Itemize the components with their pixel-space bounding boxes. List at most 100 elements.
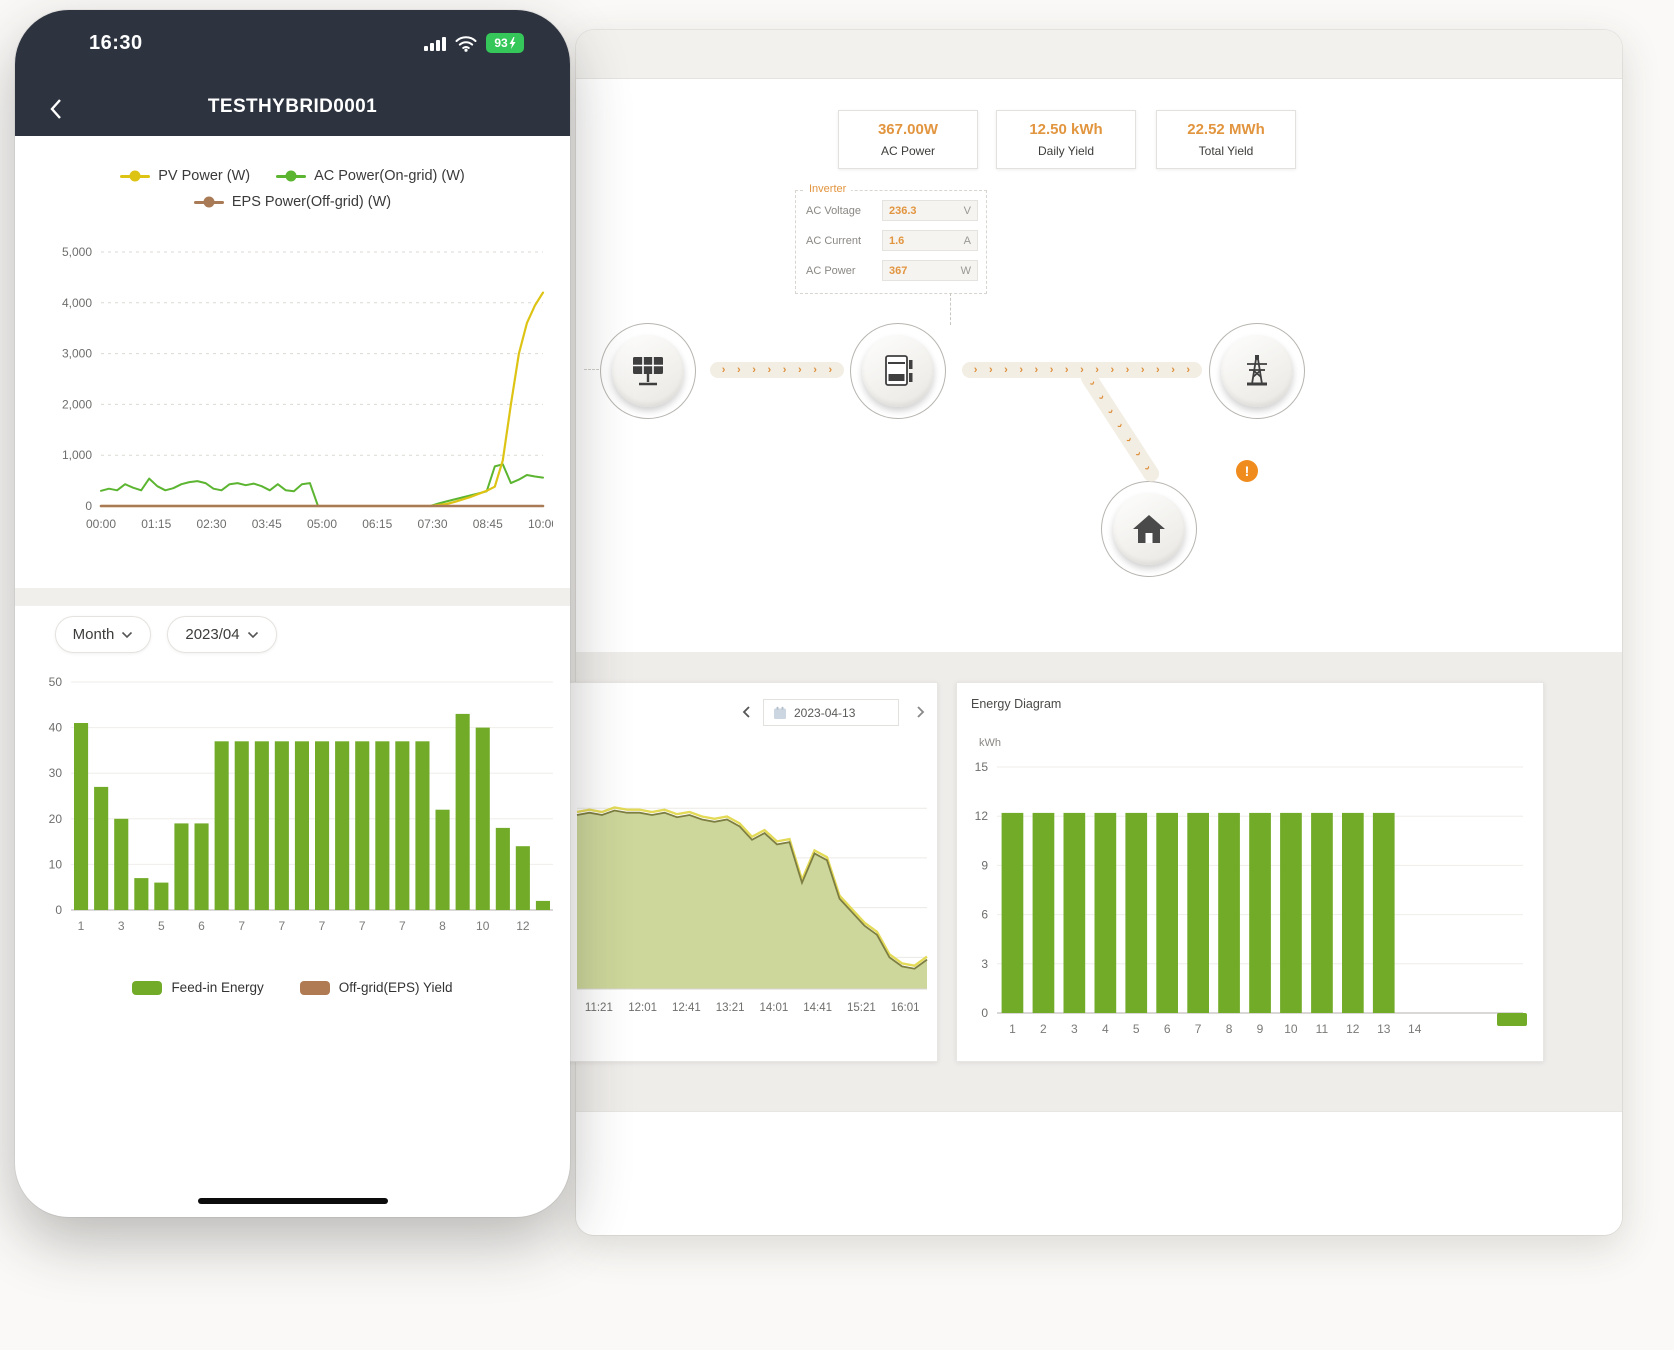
battery-percent: 93 bbox=[494, 36, 508, 50]
ac-power-row-label: AC Power bbox=[806, 264, 856, 277]
bar bbox=[154, 882, 169, 910]
y-tick-label: 15 bbox=[975, 760, 989, 774]
area-stroke bbox=[576, 809, 928, 970]
x-tick-label: 7 bbox=[319, 919, 326, 933]
stat-card-daily-yield: 12.50 kWh Daily Yield bbox=[996, 110, 1136, 169]
warning-badge[interactable]: ! bbox=[1236, 460, 1258, 482]
next-day-button[interactable] bbox=[915, 705, 926, 724]
flow-chevron-icon: › bbox=[1064, 363, 1069, 376]
area-highlight bbox=[576, 806, 928, 967]
phone-frame: 16:30 93 bbox=[15, 10, 570, 1217]
bar bbox=[114, 818, 129, 910]
flow-chevron-icon: › bbox=[813, 363, 817, 376]
back-chevron-icon bbox=[50, 99, 61, 119]
bar bbox=[475, 727, 490, 910]
bar bbox=[214, 741, 229, 910]
ac-voltage-value: 236.3 bbox=[889, 204, 917, 217]
inverter-detail-panel: Inverter AC Voltage 236.3 V AC Current 1… bbox=[795, 183, 987, 294]
month-dropdown[interactable]: 2023/04 bbox=[167, 616, 277, 653]
window-footer bbox=[576, 1111, 1622, 1235]
ac-power-row-value: 367 bbox=[889, 264, 908, 277]
window-header-bar bbox=[576, 30, 1622, 79]
y-tick-label: 6 bbox=[981, 908, 988, 922]
bar bbox=[94, 786, 109, 910]
y-tick-label: 40 bbox=[49, 721, 63, 735]
bar bbox=[194, 823, 209, 910]
back-button[interactable] bbox=[49, 98, 62, 125]
flow-chevron-icon: › bbox=[1171, 363, 1175, 376]
bar bbox=[535, 900, 550, 910]
bar bbox=[1063, 812, 1086, 1013]
x-tick-label: 1 bbox=[78, 919, 85, 933]
y-tick-label: 30 bbox=[49, 766, 63, 780]
y-tick-label: 3 bbox=[981, 957, 988, 971]
ac-power-value: 367.00W bbox=[877, 121, 939, 138]
bar bbox=[455, 713, 470, 910]
flow-chevron-icon: › bbox=[1141, 463, 1154, 473]
battery-indicator: 93 bbox=[486, 33, 524, 53]
bar bbox=[1125, 812, 1148, 1013]
feed-in-swatch-icon bbox=[132, 980, 163, 995]
x-tick-label: 4 bbox=[1102, 1022, 1109, 1036]
prev-day-button[interactable] bbox=[741, 705, 752, 724]
bar bbox=[1372, 812, 1395, 1013]
ac-power-row-unit: W bbox=[960, 264, 971, 277]
energy-diagram-unit-label: kWh bbox=[979, 737, 1001, 749]
home-indicator[interactable] bbox=[197, 1198, 388, 1204]
stat-card-ac-power: 367.00W AC Power bbox=[838, 110, 978, 169]
x-tick-label: 7 bbox=[238, 919, 245, 933]
bar bbox=[1280, 812, 1302, 1013]
x-tick-label: 3 bbox=[118, 919, 125, 933]
y-tick-label: 0 bbox=[85, 499, 92, 513]
bar bbox=[515, 846, 530, 910]
bar bbox=[1032, 812, 1055, 1013]
flow-chevron-icon: › bbox=[1132, 448, 1145, 459]
ac-power-label: AC Power bbox=[880, 144, 936, 158]
x-tick-label: 14:01 bbox=[760, 1002, 789, 1014]
legend-item-ac-power[interactable]: AC Power(On-grid) (W) bbox=[276, 168, 465, 184]
y-tick-label: 12 bbox=[975, 809, 989, 823]
x-tick-label: 7 bbox=[359, 919, 366, 933]
energy-legend-swatch bbox=[1497, 1013, 1527, 1026]
y-tick-label: 2,000 bbox=[62, 397, 92, 411]
flow-node-grid bbox=[1209, 323, 1305, 419]
energy-diagram-card: Energy Diagram kWh 0 3 6 9 12 15 1 2 3 4 5 6 7 8 9 10 11… bbox=[956, 682, 1544, 1062]
y-tick-label: 10 bbox=[49, 857, 63, 871]
wifi-icon bbox=[455, 35, 477, 52]
chevron-down-icon bbox=[247, 631, 258, 638]
legend-item-pv-power[interactable]: PV Power (W) bbox=[120, 168, 250, 184]
legend-item-eps-power[interactable]: EPS Power(Off-grid) (W) bbox=[193, 194, 391, 210]
flow-chevron-icon: › bbox=[767, 363, 772, 376]
x-tick-label: 07:30 bbox=[417, 517, 447, 531]
date-picker-input[interactable]: 2023-04-13 bbox=[763, 699, 899, 726]
x-tick-label: 06:15 bbox=[362, 517, 392, 531]
x-tick-label: 7 bbox=[279, 919, 286, 933]
bar bbox=[415, 741, 430, 910]
y-tick-label: 1,000 bbox=[62, 448, 92, 462]
bar bbox=[335, 741, 350, 910]
stat-card-total-yield: 22.52 MWh Total Yield bbox=[1156, 110, 1296, 169]
x-tick-label: 8 bbox=[1226, 1022, 1233, 1036]
legend-item-off-grid[interactable]: Off-grid(EPS) Yield bbox=[299, 980, 453, 995]
x-tick-label: 11:21 bbox=[585, 1002, 613, 1014]
legend-row-1: PV Power (W) AC Power(On-grid) (W) bbox=[120, 168, 465, 184]
legend-item-feed-in[interactable]: Feed-in Energy bbox=[132, 980, 264, 995]
flow-chevron-icon: › bbox=[1019, 363, 1023, 376]
flow-chevron-icon: › bbox=[782, 363, 787, 376]
bar bbox=[395, 741, 410, 910]
flow-node-home bbox=[1101, 481, 1197, 577]
chevron-down-icon bbox=[122, 631, 133, 638]
bar bbox=[234, 741, 249, 910]
x-tick-label: 7 bbox=[1195, 1022, 1202, 1036]
flow-chevron-icon: › bbox=[1080, 363, 1084, 376]
bar bbox=[134, 878, 149, 910]
period-dropdown[interactable]: Month bbox=[55, 616, 151, 653]
x-tick-label: 05:00 bbox=[307, 517, 337, 531]
flow-arrow-to-home: › › › › › › › bbox=[1077, 366, 1163, 485]
x-tick-label: 12 bbox=[516, 919, 530, 933]
bar bbox=[274, 741, 289, 910]
bar bbox=[254, 741, 269, 910]
flow-chevron-icon: › bbox=[1105, 406, 1118, 417]
flow-node-grid-inner bbox=[1221, 335, 1293, 407]
cellular-signal-icon bbox=[424, 36, 446, 51]
